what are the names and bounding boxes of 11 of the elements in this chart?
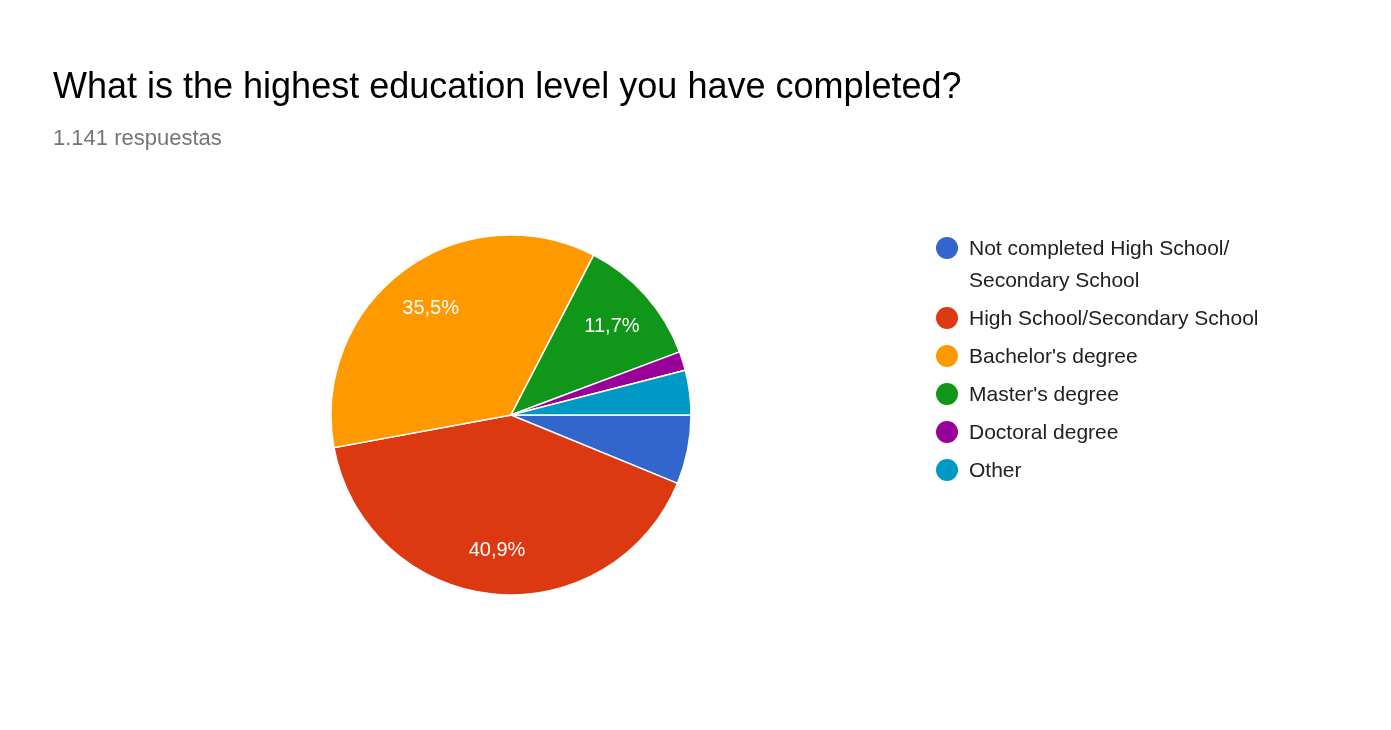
legend-label: Bachelor's degree [969, 344, 1138, 368]
data-label: 11,7% [584, 314, 640, 337]
legend-label: Not completed High School/ Secondary School [969, 236, 1230, 292]
text: 1.141 respuestas [53, 125, 222, 150]
legend-label: High School/Secondary School [969, 306, 1259, 330]
legend-label: Doctoral degree [969, 420, 1119, 444]
legend-label: Other [969, 458, 1022, 482]
chart-title: What is the highest education level you have completed? [53, 65, 962, 106]
data-label: 40,9% [468, 538, 526, 561]
legend-label: Master's degree [969, 382, 1119, 406]
data-label: 35,5% [402, 295, 460, 318]
